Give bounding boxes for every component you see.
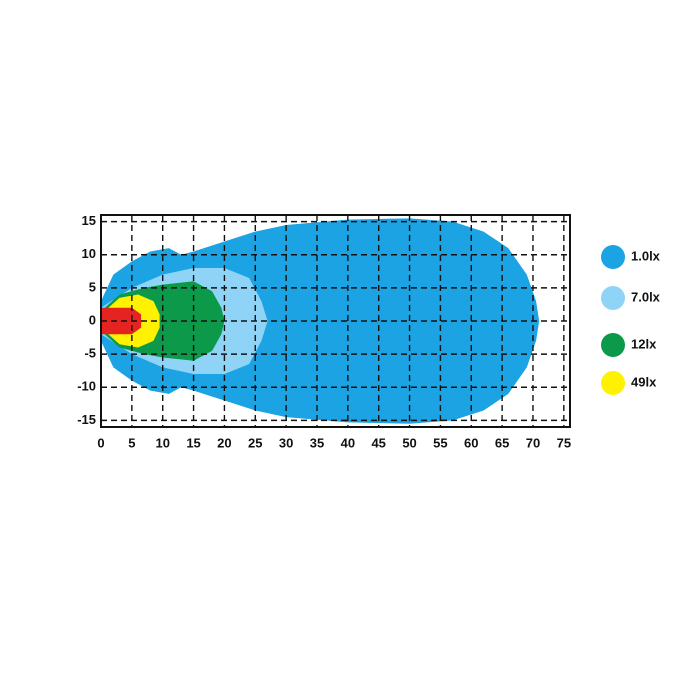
x-tick-label: 0: [97, 435, 104, 450]
x-tick-label: 5: [128, 435, 135, 450]
y-tick-label: 0: [89, 312, 96, 327]
legend-label: 1.0lx: [631, 248, 661, 263]
x-tick-label: 40: [341, 435, 355, 450]
legend-swatch: [601, 245, 625, 269]
plot-border: [100, 214, 571, 428]
x-tick-label: 45: [371, 435, 385, 450]
x-tick-label: 30: [279, 435, 293, 450]
x-tick-label: 70: [526, 435, 540, 450]
legend-label: 12lx: [631, 336, 657, 351]
x-tick-label: 60: [464, 435, 478, 450]
x-tick-label: 35: [310, 435, 324, 450]
y-tick-label: -5: [84, 346, 96, 361]
x-tick-label: 50: [402, 435, 416, 450]
y-tick-label: 15: [82, 213, 96, 228]
x-tick-label: 20: [217, 435, 231, 450]
x-tick-label: 25: [248, 435, 262, 450]
y-tick-label: -10: [77, 379, 96, 394]
y-tick-label: 5: [89, 279, 96, 294]
x-tick-label: 75: [557, 435, 571, 450]
legend-swatch: [601, 371, 625, 395]
y-tick-label: 10: [82, 246, 96, 261]
x-tick-label: 65: [495, 435, 509, 450]
x-tick-label: 15: [186, 435, 200, 450]
y-tick-label: -15: [77, 412, 96, 427]
legend-swatch: [601, 286, 625, 310]
x-tick-label: 55: [433, 435, 447, 450]
legend-swatch: [601, 333, 625, 357]
legend-label: 7.0lx: [631, 289, 661, 304]
legend-label: 49lx: [631, 374, 657, 389]
x-tick-label: 10: [155, 435, 169, 450]
